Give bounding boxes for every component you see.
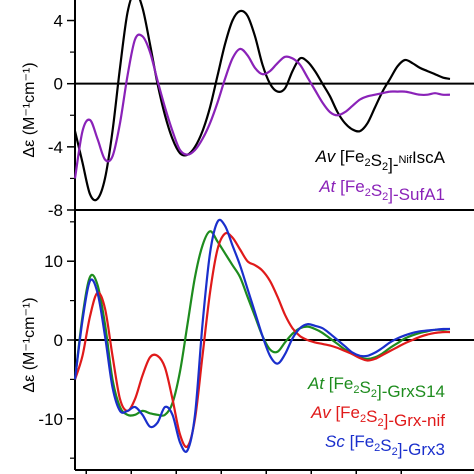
- bot-y-tick-label: 10: [44, 252, 63, 271]
- top-y-tick-label: 4: [54, 12, 63, 31]
- legend-entry-at-fe2s2-grxs14: At [Fe2S2]-GrxS14: [307, 374, 445, 401]
- top-y-tick-label: -4: [48, 138, 63, 157]
- legend-entry-av-fe2s2-nifisca: Av [Fe2S2]-NifIscA: [315, 147, 446, 174]
- top-panel: 4 0 -4 -8 Δε (M⁻¹cm⁻¹) Av [Fe2S2]-NifIscA At…: [21, 0, 474, 220]
- legend-entry-sc-fe2s2-grx3: Sc [Fe2S2]-Grx3: [325, 432, 445, 459]
- bottom-y-axis-label: Δε (M⁻¹cm⁻¹): [21, 297, 38, 392]
- series-line-sc-fe2s2-grx3: [74, 218, 451, 453]
- top-y-tick-label: 0: [54, 75, 63, 94]
- legend-entry-av-fe2s2-grx-nif: Av [Fe2S2]-Grx-nif: [310, 403, 445, 430]
- top-y-axis-label: Δε (M⁻¹cm⁻¹): [21, 62, 38, 157]
- top-y-tick-label: -8: [48, 201, 63, 220]
- legend-entry-at-fe2s2-sufa1: At [Fe2S2]-SufA1: [318, 177, 445, 204]
- bottom-panel: 10 0 -10 Δε (M⁻¹cm⁻¹) At [Fe2S2]-GrxS14Av …: [21, 210, 474, 474]
- series-line-at-fe2s2-sufa1: [74, 33, 451, 179]
- bot-y-tick-label: 0: [54, 331, 63, 350]
- series-line-av-fe2s2-nifisca: [74, 0, 451, 202]
- bot-y-tick-label: -10: [38, 410, 63, 429]
- series-line-av-fe2s2-grx-nif: [74, 231, 451, 449]
